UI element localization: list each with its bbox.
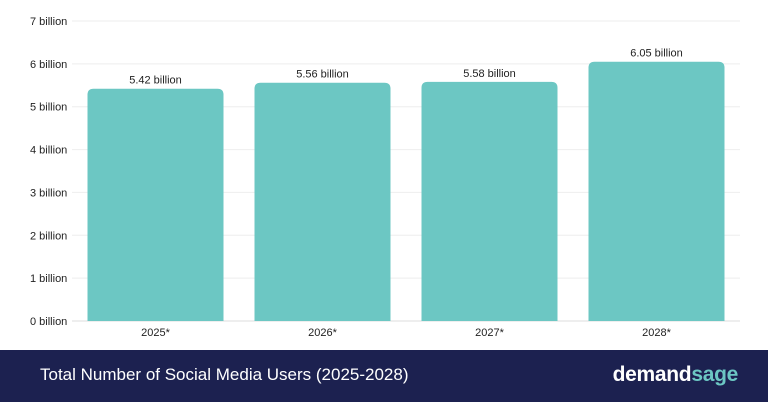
data-label: 5.58 billion [463,68,516,80]
chart-caption: Total Number of Social Media Users (2025… [40,365,409,384]
data-label: 6.05 billion [630,48,683,60]
y-tick-label: 5 billion [30,102,67,114]
data-label: 5.42 billion [129,75,182,87]
x-tick-label: 2028* [642,327,671,339]
brand-logo: demandsage [612,363,739,387]
bar-chart: 0 billion 1 billion 2 billion 3 billion 4 bi… [30,16,740,339]
brand-logo-part1: demand [612,363,692,386]
y-tick-label: 0 billion [30,316,67,328]
bar [421,81,558,321]
bar [254,82,391,321]
data-labels: 5.42 billion 5.56 billion 5.58 billion 6.05… [129,48,683,87]
data-label: 5.56 billion [296,69,349,81]
y-tick-label: 4 billion [30,145,67,157]
x-axis-ticks: 2025* 2026* 2027* 2028* [141,327,671,339]
y-axis-ticks: 0 billion 1 billion 2 billion 3 billion 4 bi… [30,16,67,328]
x-tick-label: 2027* [475,327,504,339]
y-tick-label: 6 billion [30,59,67,71]
bar [588,61,725,321]
y-tick-label: 1 billion [30,273,67,285]
bar [87,88,224,321]
x-tick-label: 2026* [308,327,337,339]
bars [87,61,725,321]
y-tick-label: 3 billion [30,187,67,199]
y-tick-label: 2 billion [30,230,67,242]
x-tick-label: 2025* [141,327,170,339]
footer-banner: Total Number of Social Media Users (2025… [0,350,768,402]
y-tick-label: 7 billion [30,16,67,28]
brand-logo-part2: sage [691,363,738,386]
